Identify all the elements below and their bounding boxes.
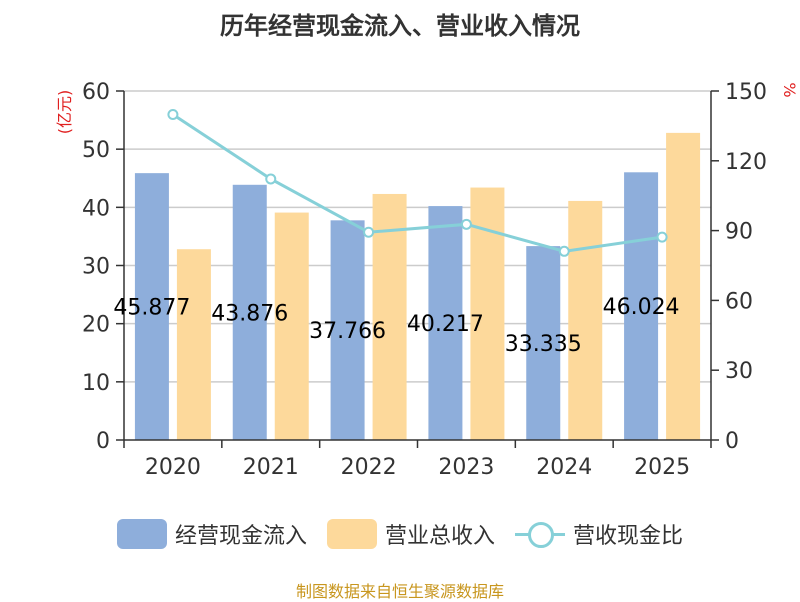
- gridlines: [124, 90, 711, 383]
- x-tick-label: 2023: [438, 455, 494, 480]
- data-label-cash-inflow: 40.217: [407, 312, 484, 337]
- y-left-axis-title: (亿元): [55, 90, 74, 135]
- ratio-line-path: [172, 113, 663, 253]
- ratio-line: [167, 108, 668, 257]
- data-label-cash-inflow: 46.024: [603, 295, 680, 320]
- legend: 经营现金流入 营业总收入 营收现金比: [0, 516, 800, 552]
- bar-cash-inflow: [134, 173, 169, 440]
- ratio-point: [363, 226, 375, 238]
- bar-revenue: [568, 200, 603, 440]
- legend-item-revenue[interactable]: 营业总收入: [326, 518, 495, 550]
- ratio-point: [167, 108, 179, 120]
- bars: [134, 132, 701, 440]
- legend-label-cash-inflow: 经营现金流入: [174, 524, 307, 549]
- bar-revenue: [274, 212, 309, 440]
- y-left-tick-label: 10: [82, 371, 110, 396]
- data-labels: 45.877 43.876 37.766 40.217 33.335 46.024: [113, 295, 679, 357]
- y-left-tick-label: 40: [82, 196, 110, 221]
- y-left-tick-label: 0: [96, 429, 110, 454]
- x-tick-label: 2021: [243, 455, 299, 480]
- legend-item-ratio[interactable]: 营收现金比: [515, 518, 683, 550]
- ratio-point: [656, 231, 668, 243]
- ratio-point: [460, 218, 472, 230]
- legend-swatch-revenue: [326, 519, 377, 549]
- axes: 0 10 20 30 40 50 60 0 30 60 90 120 150 (亿元) % 2020 2021 2…: [55, 80, 799, 480]
- legend-swatch-cash-inflow: [116, 519, 167, 549]
- bar-revenue: [176, 249, 211, 440]
- x-tick-label: 2024: [536, 455, 592, 480]
- legend-label-revenue: 营业总收入: [384, 524, 495, 549]
- data-label-cash-inflow: 43.876: [211, 301, 288, 326]
- x-tick-label: 2025: [634, 455, 690, 480]
- y-left-tick-label: 60: [82, 80, 110, 105]
- data-label-cash-inflow: 37.766: [309, 319, 386, 344]
- y-right-axis-title: %: [780, 82, 799, 97]
- y-right-tick-label: 30: [725, 359, 753, 384]
- bar-revenue: [372, 193, 407, 440]
- x-tick-label: 2020: [145, 455, 201, 480]
- bar-cash-inflow: [624, 172, 659, 440]
- bar-cash-inflow: [330, 220, 365, 440]
- source-note: 制图数据来自恒生聚源数据库: [295, 582, 504, 601]
- ratio-point: [558, 245, 570, 257]
- y-right-tick-label: 60: [725, 289, 753, 314]
- bar-cash-inflow: [232, 184, 267, 440]
- legend-label-ratio: 营收现金比: [573, 524, 684, 549]
- y-right-tick-label: 0: [725, 429, 739, 454]
- bar-cash-inflow: [526, 246, 561, 440]
- y-left-tick-label: 50: [82, 138, 110, 163]
- ratio-point: [265, 173, 277, 185]
- y-left-tick-label: 30: [82, 255, 110, 280]
- data-label-cash-inflow: 33.335: [505, 332, 582, 357]
- y-right-tick-label: 90: [725, 220, 753, 245]
- bar-cash-inflow: [428, 206, 463, 440]
- x-tick-label: 2022: [341, 455, 397, 480]
- y-right-tick-label: 120: [725, 150, 767, 175]
- y-left-tick-label: 20: [82, 313, 110, 338]
- data-label-cash-inflow: 45.877: [113, 296, 190, 321]
- bar-revenue: [666, 132, 701, 440]
- legend-item-cash-inflow[interactable]: 经营现金流入: [116, 518, 307, 550]
- chart-title: 历年经营现金流入、营业收入情况: [220, 12, 580, 40]
- legend-swatch-ratio: [515, 519, 565, 549]
- y-right-tick-label: 150: [725, 80, 767, 105]
